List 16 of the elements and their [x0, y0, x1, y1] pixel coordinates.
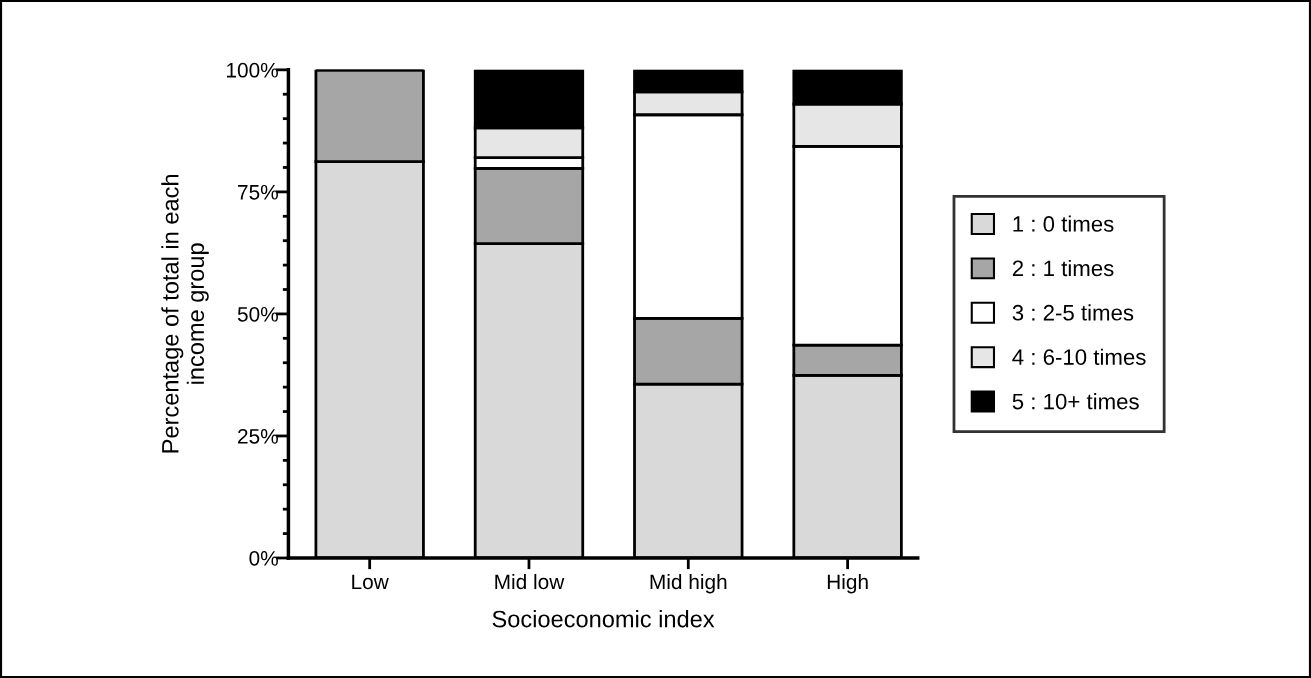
x-tick-label: Low: [352, 574, 389, 590]
x-tick-label: Mid high: [650, 573, 727, 594]
y-tick-label: 75%: [238, 184, 278, 200]
y-tick-label: 50%: [237, 306, 278, 322]
legend-label: 1 : 0 times: [1013, 215, 1114, 232]
legend-label: 3 : 2-5 times: [1012, 304, 1134, 321]
x-tick-label: Mid low: [495, 573, 565, 590]
y-tick-label: 0%: [249, 551, 278, 566]
x-axis-title: Socioeconomic index: [492, 610, 715, 628]
legend-label: 2 : 1 times: [1012, 259, 1114, 277]
y-axis-title: Percentage of total in each income group: [161, 174, 209, 453]
legend-label: 4 : 6-10 times: [1012, 348, 1146, 365]
x-tick-label: High: [827, 573, 868, 594]
legend-label: 5 : 10+ times: [1012, 393, 1139, 410]
y-tick-label: 100%: [227, 62, 278, 78]
y-tick-label: 25%: [238, 428, 278, 444]
